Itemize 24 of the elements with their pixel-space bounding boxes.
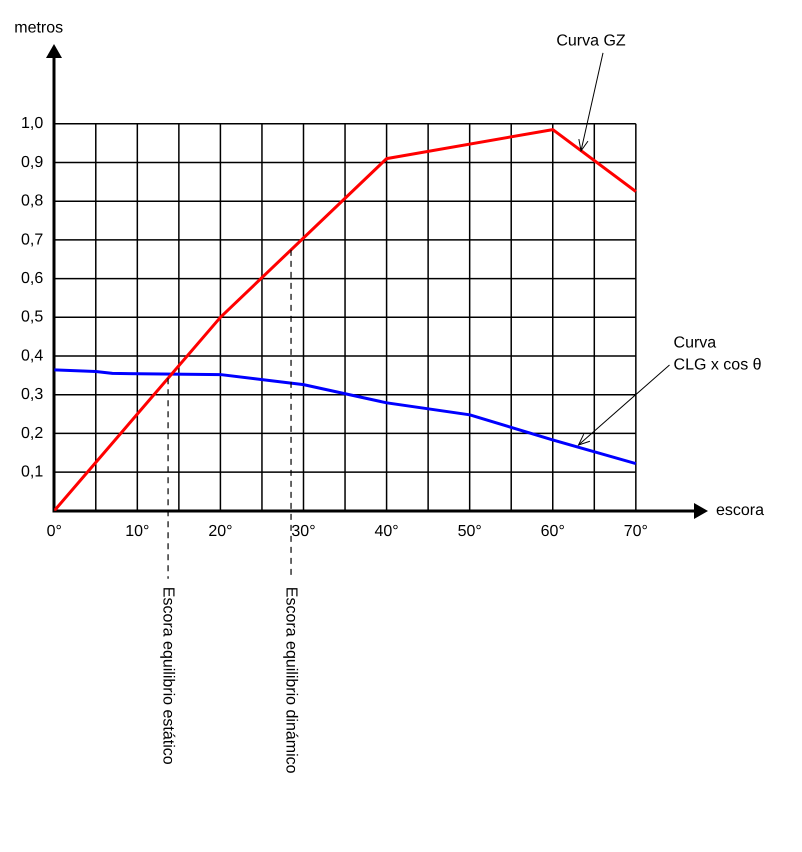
y-tick-label: 0,3	[20, 386, 44, 404]
annotation: Curva CLG x cos θ	[674, 334, 762, 374]
y-tick-label: 0,5	[20, 308, 44, 326]
y-tick-label: 0,7	[20, 231, 44, 248]
x-tick-label: 60°	[540, 522, 565, 540]
x-tick-label: 40°	[374, 522, 399, 540]
x-tick-label: 10°	[125, 522, 150, 540]
y-tick-label: 0,4	[20, 347, 44, 364]
y-tick-label: 0,2	[20, 424, 44, 442]
y-tick-label: 0,8	[20, 192, 44, 210]
x-tick-label: 20°	[208, 522, 233, 540]
x-tick-label: 50°	[458, 522, 482, 540]
annotation: Curva GZ	[556, 32, 626, 50]
y-tick-label: 0,9	[20, 154, 44, 171]
ref-line-label: Escora equilibrio estático	[160, 586, 177, 765]
x-tick-label: 30°	[291, 522, 316, 540]
ref-line-label: Escora equilibrio dinámico	[282, 586, 300, 774]
x-tick-label: 70°	[624, 522, 648, 540]
y-tick-label: 1,0	[20, 115, 44, 132]
y-tick-label: 0,6	[20, 270, 44, 287]
x-tick-label: 0°	[46, 522, 62, 540]
y-axis-title: metros	[14, 19, 64, 36]
x-axis-title: escora	[716, 502, 764, 520]
y-tick-label: 0,1	[20, 464, 44, 481]
